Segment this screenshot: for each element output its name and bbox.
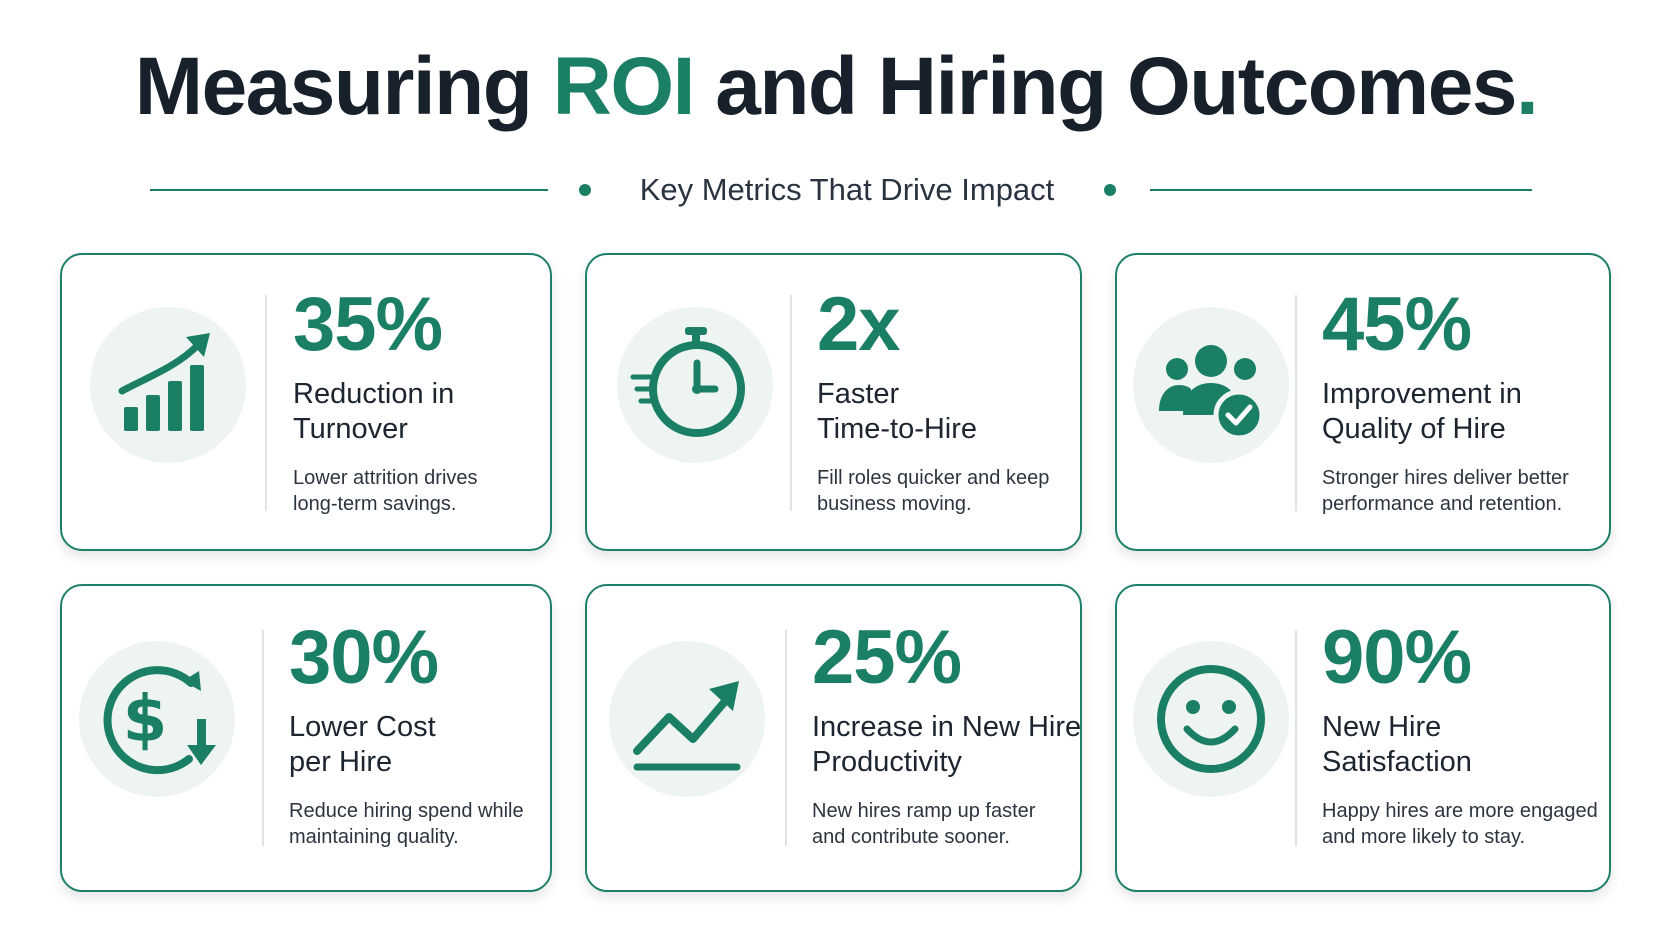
- metric-label-line-1: Increase in New Hire: [812, 711, 1082, 743]
- metric-label-line-2: Time-to-Hire: [817, 413, 978, 445]
- metric-description-line-1: New hires ramp up faster: [812, 800, 1036, 822]
- metric-label-line-2: Turnover: [293, 413, 408, 445]
- icon-circle: [609, 641, 765, 797]
- card-text: 35% Reduction in Turnover Lower attritio…: [293, 285, 478, 517]
- dollar-down-icon: $: [103, 666, 216, 775]
- metric-label: Faster Time-to-Hire: [817, 377, 1049, 447]
- metric-description-line-1: Reduce hiring spend while: [289, 800, 524, 822]
- title-part-1: Measuring: [134, 41, 553, 132]
- metric-card-cost-per-hire: $ 30% Lower Cost per Hire Reduce hiring …: [60, 584, 552, 892]
- icon-circle: [1133, 641, 1289, 797]
- title-accent: ROI: [552, 41, 696, 132]
- metric-description-line-1: Fill roles quicker and keep: [817, 467, 1050, 489]
- metric-description-line-1: Happy hires are more engaged: [1322, 800, 1598, 822]
- metric-description-line-2: business moving.: [817, 493, 972, 515]
- card-divider: [265, 295, 267, 511]
- metric-description-line-1: Lower attrition drives: [293, 467, 478, 489]
- card-divider: [1295, 295, 1297, 511]
- card-text: 25% Increase in New Hire Productivity Ne…: [812, 618, 1081, 850]
- metric-card-time-to-hire: 2x Faster Time-to-Hire Fill roles quicke…: [585, 253, 1082, 551]
- metric-description-line-2: maintaining quality.: [289, 826, 459, 848]
- card-divider: [785, 630, 787, 846]
- metric-description: Lower attrition drives long-term savings…: [293, 465, 478, 517]
- metric-card-satisfaction: 90% New Hire Satisfaction Happy hires ar…: [1115, 584, 1611, 892]
- metric-description: Reduce hiring spend while maintaining qu…: [289, 798, 524, 850]
- card-text: 2x Faster Time-to-Hire Fill roles quicke…: [817, 285, 1049, 517]
- subtitle-rule-right: [1150, 189, 1532, 191]
- metric-label: Lower Cost per Hire: [289, 710, 524, 780]
- metric-value: 90%: [1322, 615, 1472, 700]
- icon-circle: [1133, 307, 1289, 463]
- smiley-icon: [1157, 665, 1265, 773]
- card-divider: [1295, 630, 1297, 846]
- title-part-2: and Hiring Outcomes: [693, 41, 1517, 132]
- team-check-icon: [1159, 345, 1265, 441]
- page-subtitle: Key Metrics That Drive Impact: [639, 172, 1055, 207]
- icon-circle: [617, 307, 773, 463]
- card-text: 30% Lower Cost per Hire Reduce hiring sp…: [289, 618, 524, 850]
- metric-label: New Hire Satisfaction: [1322, 710, 1598, 780]
- metric-description: New hires ramp up faster and contribute …: [812, 798, 1081, 850]
- metric-description-line-1: Stronger hires deliver better: [1322, 467, 1569, 489]
- subtitle-bullet-left: [579, 184, 591, 196]
- metric-label: Reduction in Turnover: [293, 377, 478, 447]
- stopwatch-icon: [630, 327, 745, 437]
- page-title: Measuring ROI and Hiring Outcomes.: [0, 40, 1672, 134]
- metric-card-productivity: 25% Increase in New Hire Productivity Ne…: [585, 584, 1082, 892]
- metric-description-line-2: long-term savings.: [293, 493, 457, 515]
- metric-label-line-1: Reduction in: [293, 378, 455, 410]
- metric-description-line-2: performance and retention.: [1322, 493, 1563, 515]
- metric-label: Increase in New Hire Productivity: [812, 710, 1081, 780]
- metric-value: 25%: [812, 615, 962, 700]
- title-end: .: [1515, 41, 1539, 132]
- svg-text:$: $: [123, 683, 168, 757]
- card-divider: [790, 295, 792, 511]
- subtitle-rule-left: [150, 189, 548, 191]
- metric-label-line-1: Faster: [817, 378, 900, 410]
- metric-value: 30%: [289, 615, 439, 700]
- metric-label-line-1: New Hire: [1322, 711, 1442, 743]
- subtitle-bullet-right: [1104, 184, 1116, 196]
- metric-card-quality-of-hire: 45% Improvement in Quality of Hire Stron…: [1115, 253, 1611, 551]
- icon-circle: [90, 307, 246, 463]
- metric-label-line-2: Quality of Hire: [1322, 413, 1506, 445]
- trend-up-icon: [633, 681, 741, 771]
- icon-circle: $: [79, 641, 235, 797]
- metric-label-line-1: Improvement in: [1322, 378, 1522, 410]
- metric-value: 2x: [817, 282, 901, 367]
- metric-label-line-2: Satisfaction: [1322, 746, 1472, 778]
- metric-value: 45%: [1322, 282, 1472, 367]
- metric-label-line-2: per Hire: [289, 746, 393, 778]
- metric-description: Stronger hires deliver better performanc…: [1322, 465, 1569, 517]
- metric-description-line-2: and more likely to stay.: [1322, 826, 1526, 848]
- metric-card-turnover: 35% Reduction in Turnover Lower attritio…: [60, 253, 552, 551]
- metric-label-line-1: Lower Cost: [289, 711, 436, 743]
- metric-value: 35%: [293, 282, 443, 367]
- metric-label-line-2: Productivity: [812, 746, 962, 778]
- subtitle-row: Key Metrics That Drive Impact: [150, 170, 1532, 210]
- metric-description-line-2: and contribute sooner.: [812, 826, 1010, 848]
- metric-description: Happy hires are more engaged and more li…: [1322, 798, 1598, 850]
- metric-label: Improvement in Quality of Hire: [1322, 377, 1569, 447]
- card-text: 90% New Hire Satisfaction Happy hires ar…: [1322, 618, 1598, 850]
- card-divider: [262, 630, 264, 846]
- metric-description: Fill roles quicker and keep business mov…: [817, 465, 1049, 517]
- card-text: 45% Improvement in Quality of Hire Stron…: [1322, 285, 1569, 517]
- bar-chart-up-icon: [118, 333, 210, 431]
